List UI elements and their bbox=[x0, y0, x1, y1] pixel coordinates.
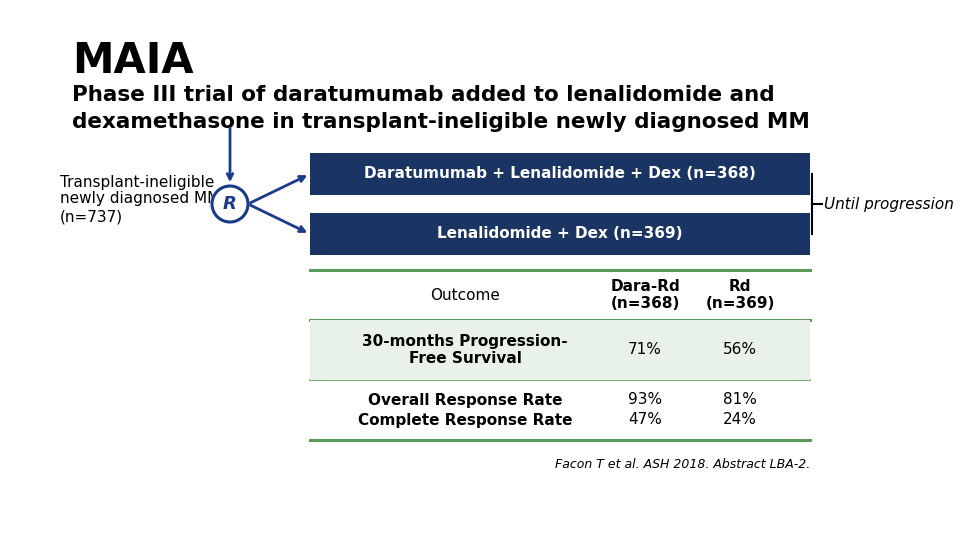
FancyBboxPatch shape bbox=[310, 153, 810, 195]
Circle shape bbox=[212, 186, 248, 222]
Text: Daratumumab + Lenalidomide + Dex (n=368): Daratumumab + Lenalidomide + Dex (n=368) bbox=[364, 166, 756, 181]
Text: MAIA: MAIA bbox=[72, 40, 194, 82]
Text: Until progression: Until progression bbox=[824, 197, 954, 212]
Text: Dara-Rd
(n=368): Dara-Rd (n=368) bbox=[611, 279, 680, 311]
Text: Transplant-ineligible: Transplant-ineligible bbox=[60, 174, 214, 190]
Text: Lenalidomide + Dex (n=369): Lenalidomide + Dex (n=369) bbox=[437, 226, 683, 241]
Text: Outcome: Outcome bbox=[430, 287, 500, 302]
Text: R: R bbox=[223, 195, 237, 213]
Text: Facon T et al. ASH 2018. Abstract LBA-2.: Facon T et al. ASH 2018. Abstract LBA-2. bbox=[555, 458, 810, 471]
Text: 56%: 56% bbox=[723, 342, 757, 357]
Text: Rd
(n=369): Rd (n=369) bbox=[706, 279, 775, 311]
Text: 81%: 81% bbox=[723, 393, 756, 408]
Text: 71%: 71% bbox=[628, 342, 662, 357]
Text: Overall Response Rate: Overall Response Rate bbox=[368, 393, 563, 408]
Text: 47%: 47% bbox=[628, 413, 662, 428]
Text: (n=737): (n=737) bbox=[60, 210, 123, 225]
FancyBboxPatch shape bbox=[310, 320, 810, 380]
Text: 93%: 93% bbox=[628, 393, 662, 408]
FancyBboxPatch shape bbox=[310, 213, 810, 255]
Text: newly diagnosed MM: newly diagnosed MM bbox=[60, 192, 220, 206]
Text: Phase III trial of daratumumab added to lenalidomide and: Phase III trial of daratumumab added to … bbox=[72, 85, 775, 105]
Text: 30-months Progression-
Free Survival: 30-months Progression- Free Survival bbox=[362, 334, 567, 366]
Text: 24%: 24% bbox=[723, 413, 756, 428]
Text: dexamethasone in transplant-ineligible newly diagnosed MM: dexamethasone in transplant-ineligible n… bbox=[72, 112, 810, 132]
Text: Complete Response Rate: Complete Response Rate bbox=[358, 413, 572, 428]
